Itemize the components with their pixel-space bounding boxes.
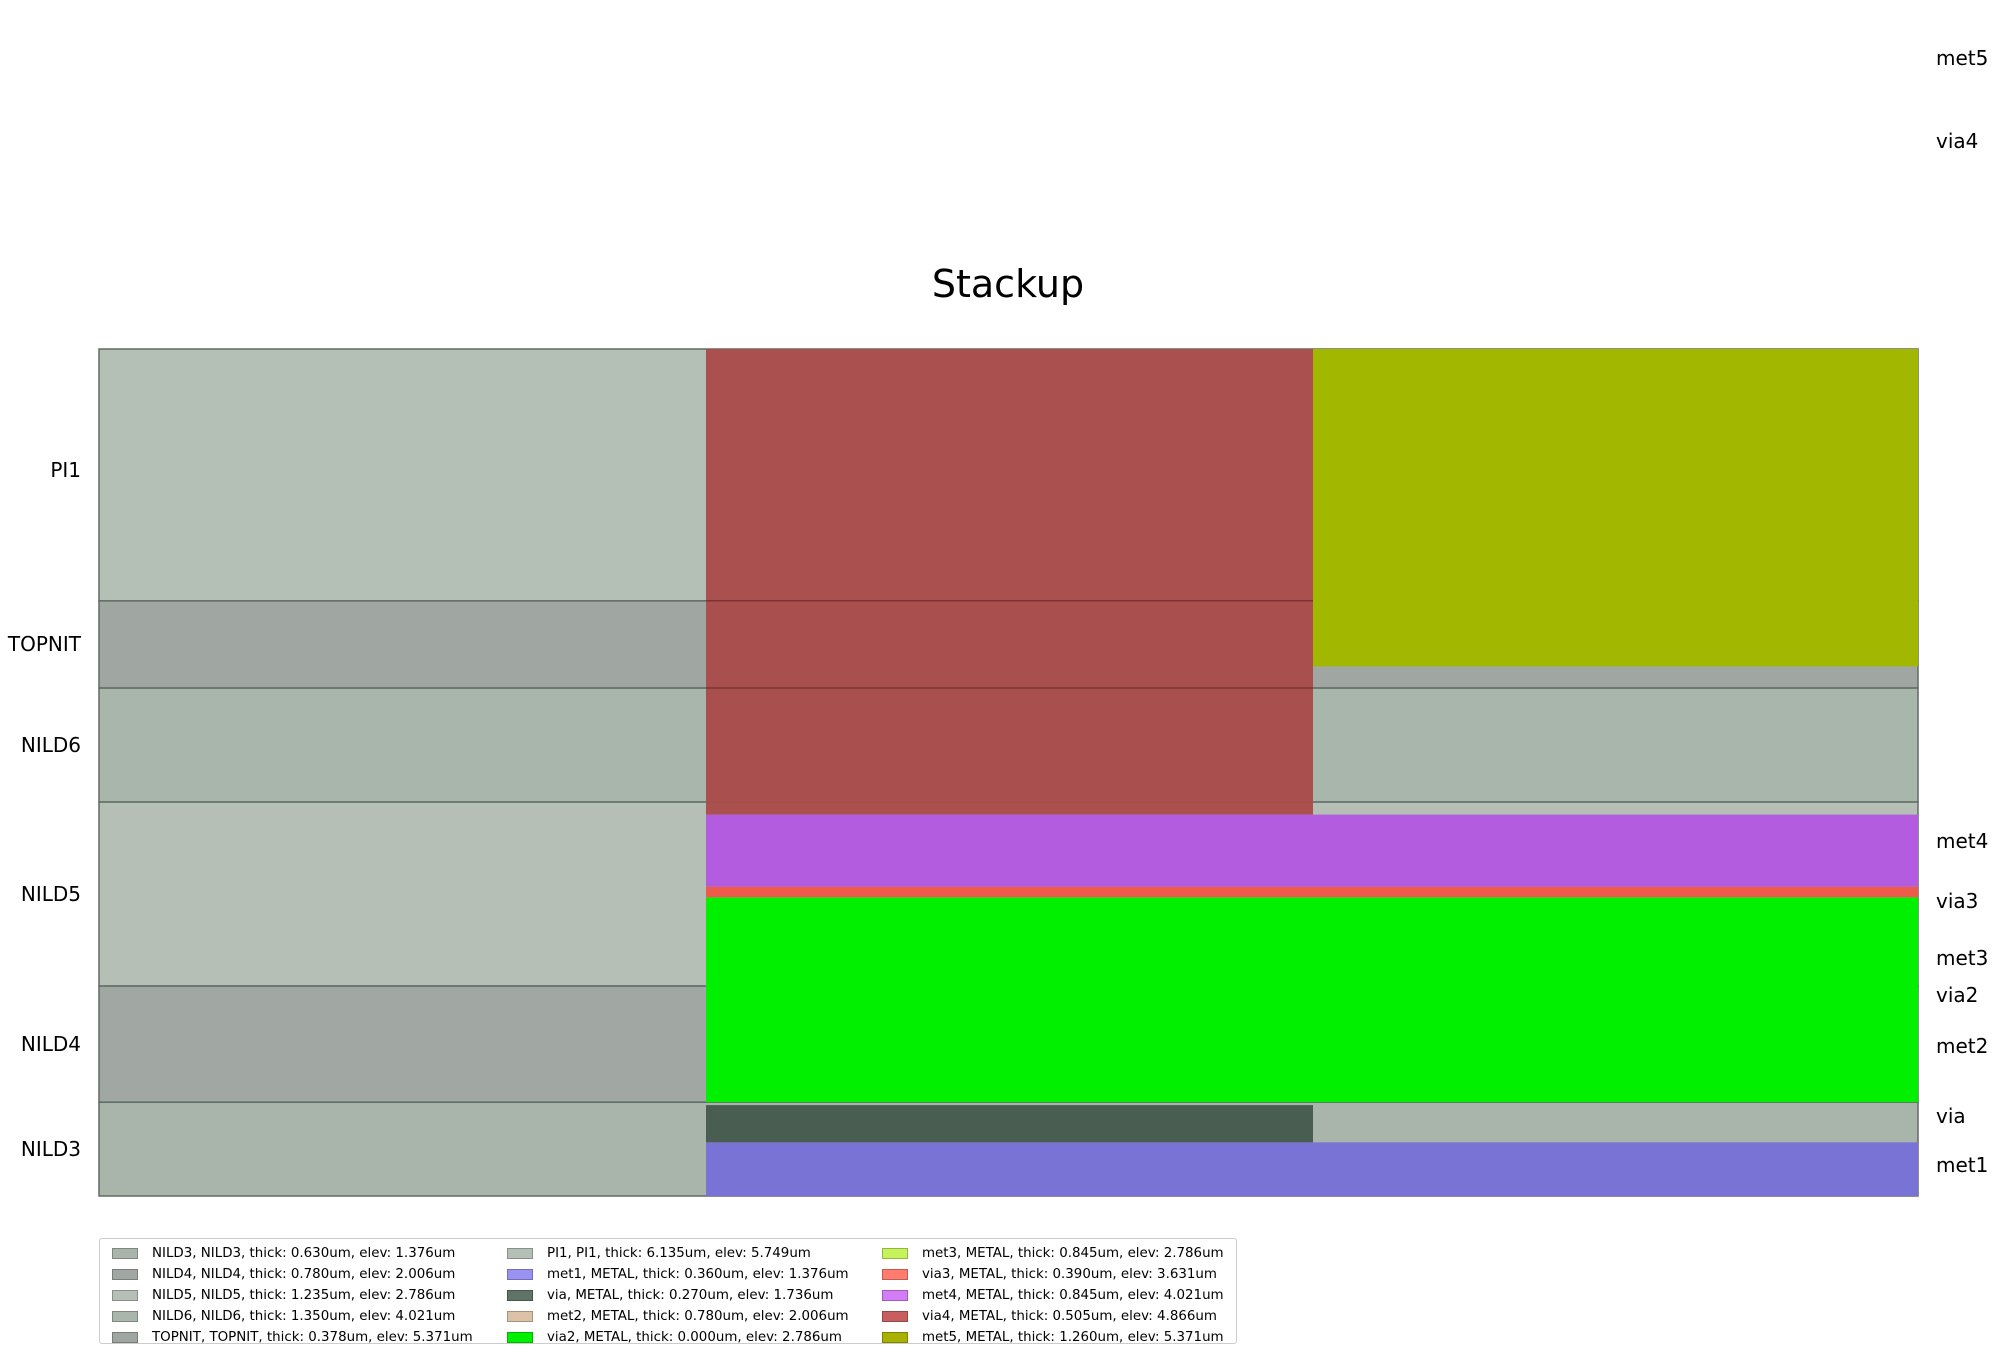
metal-via2: [706, 898, 1918, 904]
metal-via3: [706, 886, 1918, 898]
legend-text: TOPNIT, TOPNIT, thick: 0.378um, elev: 5.…: [152, 1330, 473, 1345]
legend-text: met1, METAL, thick: 0.360um, elev: 1.376…: [547, 1267, 849, 1282]
legend-text: NILD4, NILD4, thick: 0.780um, elev: 2.00…: [152, 1267, 456, 1282]
metal-met5: [1313, 349, 1918, 667]
legend-swatch: [882, 1290, 908, 1301]
legend-item: via, METAL, thick: 0.270um, elev: 1.736u…: [501, 1285, 876, 1306]
legend-swatch: [882, 1332, 908, 1343]
legend-swatch: [882, 1311, 908, 1322]
label-via4: via4: [1936, 129, 1979, 154]
legend-text: via2, METAL, thick: 0.000um, elev: 2.786…: [547, 1330, 842, 1345]
label-met5: met5: [1936, 45, 1989, 70]
metal-met1: [706, 1142, 1918, 1196]
metal-met4: [706, 814, 1918, 887]
label-nild3: NILD3: [20, 1137, 81, 1162]
chart-title: Stackup: [931, 262, 1085, 306]
legend-item: TOPNIT, TOPNIT, thick: 0.378um, elev: 5.…: [106, 1327, 501, 1348]
label-nild5: NILD5: [20, 881, 81, 906]
legend-text: NILD6, NILD6, thick: 1.350um, elev: 4.02…: [152, 1309, 456, 1324]
legend-swatch: [112, 1311, 138, 1322]
legend-item: met2, METAL, thick: 0.780um, elev: 2.006…: [501, 1306, 876, 1327]
legend-item: NILD5, NILD5, thick: 1.235um, elev: 2.78…: [106, 1285, 501, 1306]
legend-swatch: [112, 1269, 138, 1280]
label-topnit: TOPNIT: [7, 632, 81, 657]
legend-item: met5, METAL, thick: 1.260um, elev: 5.371…: [876, 1327, 1236, 1348]
label-pi1: PI1: [50, 457, 81, 482]
legend-text: via4, METAL, thick: 0.505um, elev: 4.866…: [922, 1309, 1217, 1324]
legend-text: PI1, PI1, thick: 6.135um, elev: 5.749um: [547, 1246, 811, 1261]
metal-met3: [706, 897, 1918, 899]
legend-swatch: [507, 1332, 533, 1343]
legend-item: via3, METAL, thick: 0.390um, elev: 3.631…: [876, 1264, 1236, 1285]
legend-text: met4, METAL, thick: 0.845um, elev: 4.021…: [922, 1288, 1224, 1303]
label-via3: via3: [1936, 889, 1979, 913]
legend-swatch: [882, 1269, 908, 1280]
legend-text: NILD5, NILD5, thick: 1.235um, elev: 2.78…: [152, 1288, 456, 1303]
legend-swatch: [112, 1248, 138, 1259]
label-met4: met4: [1936, 829, 1989, 854]
metal-met2: [706, 898, 1918, 1103]
legend-swatch: [507, 1311, 533, 1322]
legend-text: met3, METAL, thick: 0.845um, elev: 2.786…: [922, 1246, 1224, 1261]
legend: NILD3, NILD3, thick: 0.630um, elev: 1.37…: [99, 1238, 1237, 1345]
label-nild4: NILD4: [20, 1032, 81, 1057]
legend-item: NILD3, NILD3, thick: 0.630um, elev: 1.37…: [106, 1243, 501, 1264]
legend-swatch: [882, 1248, 908, 1259]
metal-via: [706, 1105, 1313, 1143]
legend-item: via4, METAL, thick: 0.505um, elev: 4.866…: [876, 1306, 1236, 1327]
legend-swatch: [507, 1290, 533, 1301]
legend-text: via3, METAL, thick: 0.390um, elev: 3.631…: [922, 1267, 1217, 1282]
legend-swatch: [507, 1248, 533, 1259]
legend-text: NILD3, NILD3, thick: 0.630um, elev: 1.37…: [152, 1246, 456, 1261]
legend-swatch: [112, 1332, 138, 1343]
legend-item: met1, METAL, thick: 0.360um, elev: 1.376…: [501, 1264, 876, 1285]
legend-text: met2, METAL, thick: 0.780um, elev: 2.006…: [547, 1309, 849, 1324]
legend-swatch: [112, 1290, 138, 1301]
legend-item: met3, METAL, thick: 0.845um, elev: 2.786…: [876, 1243, 1236, 1264]
legend-item: met4, METAL, thick: 0.845um, elev: 4.021…: [876, 1285, 1236, 1306]
legend-item: NILD4, NILD4, thick: 0.780um, elev: 2.00…: [106, 1264, 501, 1285]
legend-item: NILD6, NILD6, thick: 1.350um, elev: 4.02…: [106, 1306, 501, 1327]
legend-item: PI1, PI1, thick: 6.135um, elev: 5.749um: [501, 1243, 876, 1264]
label-met3: met3: [1936, 945, 1989, 970]
legend-item: via2, METAL, thick: 0.000um, elev: 2.786…: [501, 1327, 876, 1348]
label-via: via: [1936, 1103, 1966, 1128]
label-met1: met1: [1936, 1152, 1989, 1177]
legend-swatch: [507, 1269, 533, 1280]
label-via2: via2: [1936, 982, 1979, 1007]
metal-via4: [706, 349, 1313, 815]
legend-text: via, METAL, thick: 0.270um, elev: 1.736u…: [547, 1288, 834, 1303]
legend-text: met5, METAL, thick: 1.260um, elev: 5.371…: [922, 1330, 1224, 1345]
label-nild6: NILD6: [20, 732, 81, 757]
label-met2: met2: [1936, 1033, 1989, 1058]
